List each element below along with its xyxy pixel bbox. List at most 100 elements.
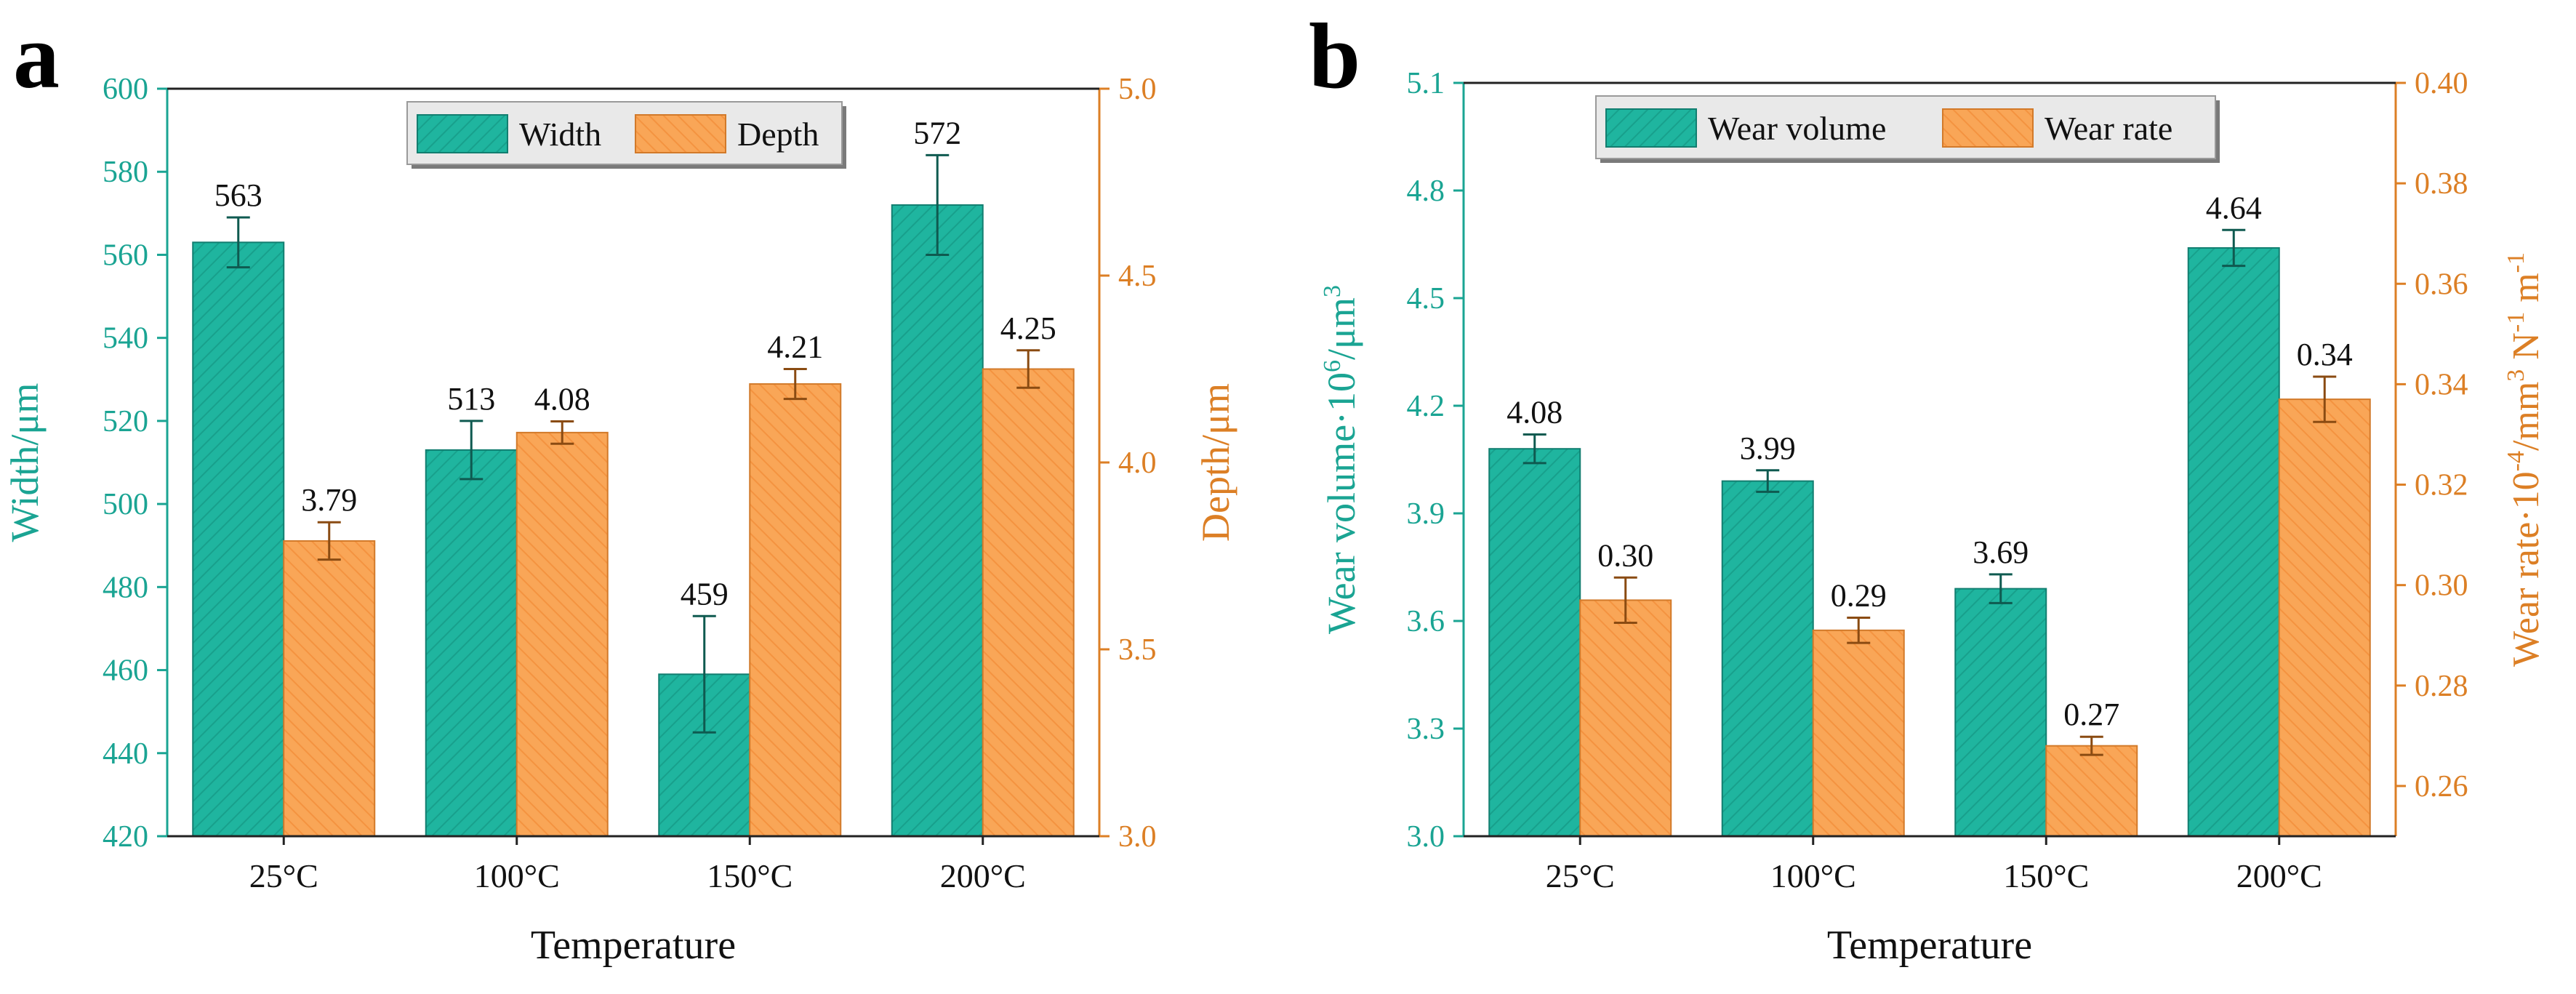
category-label: 25°C (1546, 857, 1615, 894)
data-label-width-2: 459 (681, 576, 729, 612)
left-axis-title: Width/μm (3, 383, 47, 542)
legend-box (1595, 95, 2216, 159)
error-bar-depth-0 (317, 521, 341, 561)
data-label-wear-rate-1: 0.29 (1831, 578, 1887, 614)
bar-wear-volume-3 (2187, 247, 2280, 837)
right-tick-label: 0.36 (2415, 268, 2468, 301)
data-label-depth-1: 4.08 (534, 381, 590, 417)
error-bar-wear-volume-3 (2222, 228, 2246, 268)
right-tick-label: 5.0 (1118, 73, 1157, 106)
error-bar-wear-rate-0 (1613, 576, 1637, 624)
data-label-wear-volume-3: 4.64 (2206, 190, 2262, 225)
legend-swatch-wear-rate (1942, 108, 2034, 148)
error-bar-depth-3 (1016, 349, 1040, 389)
data-label-wear-rate-0: 0.30 (1597, 537, 1653, 573)
chart-a-axes: 420 440 460 480 500 520 540 560 580 600 3.0 3.5 4.0 4… (3, 73, 1237, 968)
error-bar-wear-rate-3 (2313, 375, 2337, 423)
category-label: 200°C (940, 857, 1026, 894)
right-tick-label: 0.38 (2415, 167, 2468, 201)
bar-depth-2 (749, 383, 842, 837)
x-axis-title: Temperature (1827, 923, 2032, 968)
chart-b-data-labels: 4.08 3.99 3.69 4.64 0.30 0.29 0.27 0.34 (1506, 190, 2353, 732)
error-bar-wear-volume-1 (1756, 469, 1780, 493)
left-axis-title: Wear volume·106​/μm3​ (1319, 285, 1363, 634)
error-bar-wear-rate-2 (2079, 735, 2103, 756)
bar-width-0 (192, 241, 285, 837)
right-tick-label: 3.0 (1118, 820, 1157, 854)
bar-depth-0 (283, 540, 376, 837)
category-label: 25°C (249, 857, 318, 894)
bar-wear-rate-0 (1579, 599, 1672, 837)
left-tick-label: 460 (103, 654, 148, 688)
bar-wear-volume-1 (1721, 480, 1814, 837)
right-tick-label: 3.5 (1118, 633, 1157, 667)
category-label: 100°C (1770, 857, 1856, 894)
left-tick-label: 3.0 (1407, 820, 1445, 854)
left-tick-label: 3.9 (1407, 497, 1445, 531)
error-bar-wear-volume-0 (1522, 433, 1546, 465)
legend-label-wear-rate: Wear rate (2045, 110, 2172, 147)
legend-label-wear-volume: Wear volume (1708, 110, 1886, 147)
left-tick-label: 500 (103, 488, 148, 521)
panel-label-b: b (1309, 4, 1360, 108)
data-label-depth-2: 4.21 (767, 329, 823, 365)
left-tick-label: 4.8 (1407, 175, 1445, 208)
bar-depth-1 (515, 431, 609, 837)
chart-a-data-labels: 563 513 459 572 3.79 4.08 4.21 4.25 (214, 115, 1056, 612)
right-tick-label: 0.34 (2415, 368, 2468, 401)
legend-swatch-depth (635, 114, 726, 153)
data-label-depth-3: 4.25 (1000, 310, 1056, 346)
right-tick-label: 4.0 (1118, 446, 1157, 480)
right-tick-label: 0.32 (2415, 469, 2468, 502)
right-tick-label: 0.30 (2415, 569, 2468, 603)
legend-swatch-wear-volume (1605, 108, 1697, 148)
data-label-width-0: 563 (214, 177, 262, 213)
data-label-wear-rate-2: 0.27 (2063, 697, 2119, 732)
error-bar-depth-1 (550, 420, 574, 445)
left-tick-label: 520 (103, 405, 148, 438)
error-bar-wear-rate-1 (1847, 617, 1871, 644)
error-bar-width-1 (460, 420, 483, 481)
error-bar-width-0 (226, 216, 250, 269)
x-axis-title: Temperature (531, 923, 736, 968)
left-tick-label: 3.3 (1407, 713, 1445, 746)
chart-b-error-bars (1522, 228, 2337, 756)
chart-a-legend: Width Depth (406, 101, 846, 169)
chart-a-error-bars (226, 153, 1040, 734)
chart-b-bars (1488, 247, 2371, 838)
right-tick-label: 0.28 (2415, 670, 2468, 703)
error-bar-depth-2 (783, 368, 807, 401)
left-tick-label: 600 (103, 73, 148, 106)
legend-swatch-width (417, 114, 508, 153)
left-tick-label: 3.6 (1407, 605, 1445, 638)
bar-wear-rate-1 (1812, 629, 1905, 837)
data-label-wear-volume-2: 3.69 (1973, 534, 2029, 570)
bar-wear-rate-3 (2278, 398, 2371, 837)
bar-wear-volume-2 (1954, 588, 2047, 837)
category-label: 200°C (2236, 857, 2322, 894)
right-tick-label: 4.5 (1118, 260, 1157, 293)
legend-label-depth: Depth (737, 116, 819, 153)
data-label-wear-volume-0: 4.08 (1506, 394, 1562, 430)
data-label-wear-rate-3: 0.34 (2297, 337, 2353, 372)
left-tick-label: 420 (103, 820, 148, 854)
bar-width-3 (891, 204, 984, 837)
bar-wear-rate-2 (2045, 745, 2138, 838)
error-bar-width-3 (926, 153, 950, 256)
left-tick-label: 540 (103, 322, 148, 356)
left-tick-label: 580 (103, 156, 148, 189)
category-label: 100°C (474, 857, 560, 894)
chart-b-legend: Wear volume Wear rate (1595, 95, 2220, 163)
data-label-width-1: 513 (447, 381, 495, 417)
left-tick-label: 4.2 (1407, 390, 1445, 423)
error-bar-width-2 (692, 614, 716, 734)
left-tick-label: 480 (103, 571, 148, 604)
data-label-depth-0: 3.79 (301, 482, 357, 518)
chart-wear-volume-rate: 4.083.993.694.640.300.290.270.34 3.03.33… (1319, 67, 2547, 968)
bar-depth-3 (982, 368, 1075, 837)
right-axis-title: Depth/μm (1194, 383, 1237, 542)
left-tick-label: 4.5 (1407, 282, 1445, 316)
bar-width-1 (425, 449, 518, 837)
right-axis-title: Wear rate·10-4​/mm3​ N-1​ m-1​ (2503, 252, 2547, 667)
